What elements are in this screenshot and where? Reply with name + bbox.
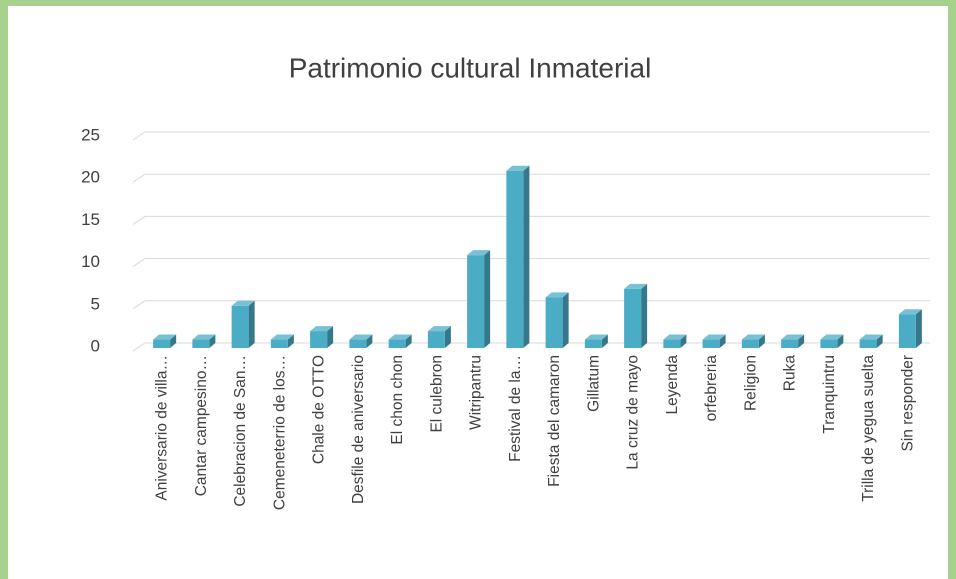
bar <box>310 331 328 348</box>
grid-line <box>132 258 930 268</box>
bar-top <box>898 309 922 315</box>
x-tick-label: Celebracion de San… <box>232 355 249 507</box>
grid-line <box>132 173 930 183</box>
bar <box>545 297 563 348</box>
bar-side <box>758 334 765 348</box>
bar-top <box>624 283 648 289</box>
y-tick-label: 15 <box>81 210 100 229</box>
bar-side <box>209 334 216 348</box>
bar <box>270 339 288 348</box>
bar <box>898 314 916 348</box>
bar <box>427 331 445 348</box>
x-tick-label: Desfile de aniversario <box>350 355 367 504</box>
bar <box>388 339 406 348</box>
bar-side <box>719 334 726 348</box>
bar-top <box>859 334 883 340</box>
bar <box>741 339 759 348</box>
bar-top <box>231 300 255 306</box>
bar-top <box>545 292 569 298</box>
x-tick-label: El chon chon <box>389 355 406 445</box>
bar-top <box>820 334 844 340</box>
bar <box>584 339 602 348</box>
bar-side <box>523 165 530 348</box>
x-tick-label: La cruz de mayo <box>625 355 642 470</box>
x-tick-label: Religion <box>742 355 759 411</box>
bar-top <box>584 334 608 340</box>
bar-top <box>781 334 805 340</box>
bar-top <box>506 165 530 171</box>
bar <box>192 339 210 348</box>
x-tick-label: Fiesta del camaron <box>546 355 563 487</box>
bar-top <box>427 326 451 332</box>
x-tick-label: Leyenda <box>664 355 681 415</box>
grid-line <box>132 215 930 225</box>
chart-title: Patrimonio cultural Inmaterial <box>289 52 652 83</box>
x-tick-label: Sin responder <box>899 355 916 452</box>
bar-side <box>837 334 844 348</box>
bar <box>506 170 524 348</box>
x-tick-label: Witripantru <box>468 355 485 430</box>
bar-side <box>327 326 334 348</box>
y-tick-label: 10 <box>81 252 100 271</box>
bar-side <box>562 292 569 348</box>
bar-top <box>702 334 726 340</box>
bar <box>781 339 799 348</box>
bar-top <box>349 334 373 340</box>
bar-side <box>405 334 412 348</box>
bar <box>624 288 642 348</box>
x-tick-label: orfebreria <box>703 355 720 422</box>
x-tick-label: Gillatum <box>585 355 602 412</box>
bar-top <box>467 250 491 256</box>
y-tick-label: 0 <box>91 336 100 355</box>
y-tick-label: 25 <box>81 125 100 144</box>
x-tick-label: Chale de OTTO <box>311 355 328 464</box>
x-tick-label: Cemeneterrio de los… <box>271 355 288 510</box>
bar-top <box>153 334 177 340</box>
bar-top <box>270 334 294 340</box>
x-tick-label: Tranquintru <box>821 355 838 434</box>
bar-side <box>915 309 922 348</box>
bar-top <box>663 334 687 340</box>
bar <box>349 339 367 348</box>
x-tick-label: Trilla de yegua suelta <box>860 355 877 502</box>
bar <box>859 339 877 348</box>
grid-line <box>132 300 930 310</box>
bar-side <box>366 334 373 348</box>
x-tick-label: Ruka <box>782 355 799 392</box>
x-tick-label: Cantar campesino… <box>193 355 210 496</box>
bar-top <box>192 334 216 340</box>
bar-side <box>287 334 294 348</box>
bar <box>153 339 171 348</box>
bar-side <box>876 334 883 348</box>
x-tick-label: Festival de la… <box>507 355 524 462</box>
bar-side <box>680 334 687 348</box>
y-tick-label: 5 <box>91 294 100 313</box>
bar-side <box>484 250 491 348</box>
bar-side <box>601 334 608 348</box>
bar-side <box>798 334 805 348</box>
bar-side <box>444 326 451 348</box>
y-tick-label: 20 <box>81 168 100 187</box>
bar-side <box>170 334 177 348</box>
bar-top <box>388 334 412 340</box>
grid-line <box>132 131 930 141</box>
bar-top <box>741 334 765 340</box>
bar <box>231 305 249 348</box>
x-tick-label: Aniversario de villa… <box>154 355 171 501</box>
x-tick-label: El culebron <box>428 355 445 433</box>
bar <box>702 339 720 348</box>
bar-top <box>310 326 334 332</box>
bar-side <box>248 300 255 348</box>
bar-side <box>641 283 648 348</box>
bar <box>467 255 485 348</box>
bar <box>663 339 681 348</box>
bar <box>820 339 838 348</box>
